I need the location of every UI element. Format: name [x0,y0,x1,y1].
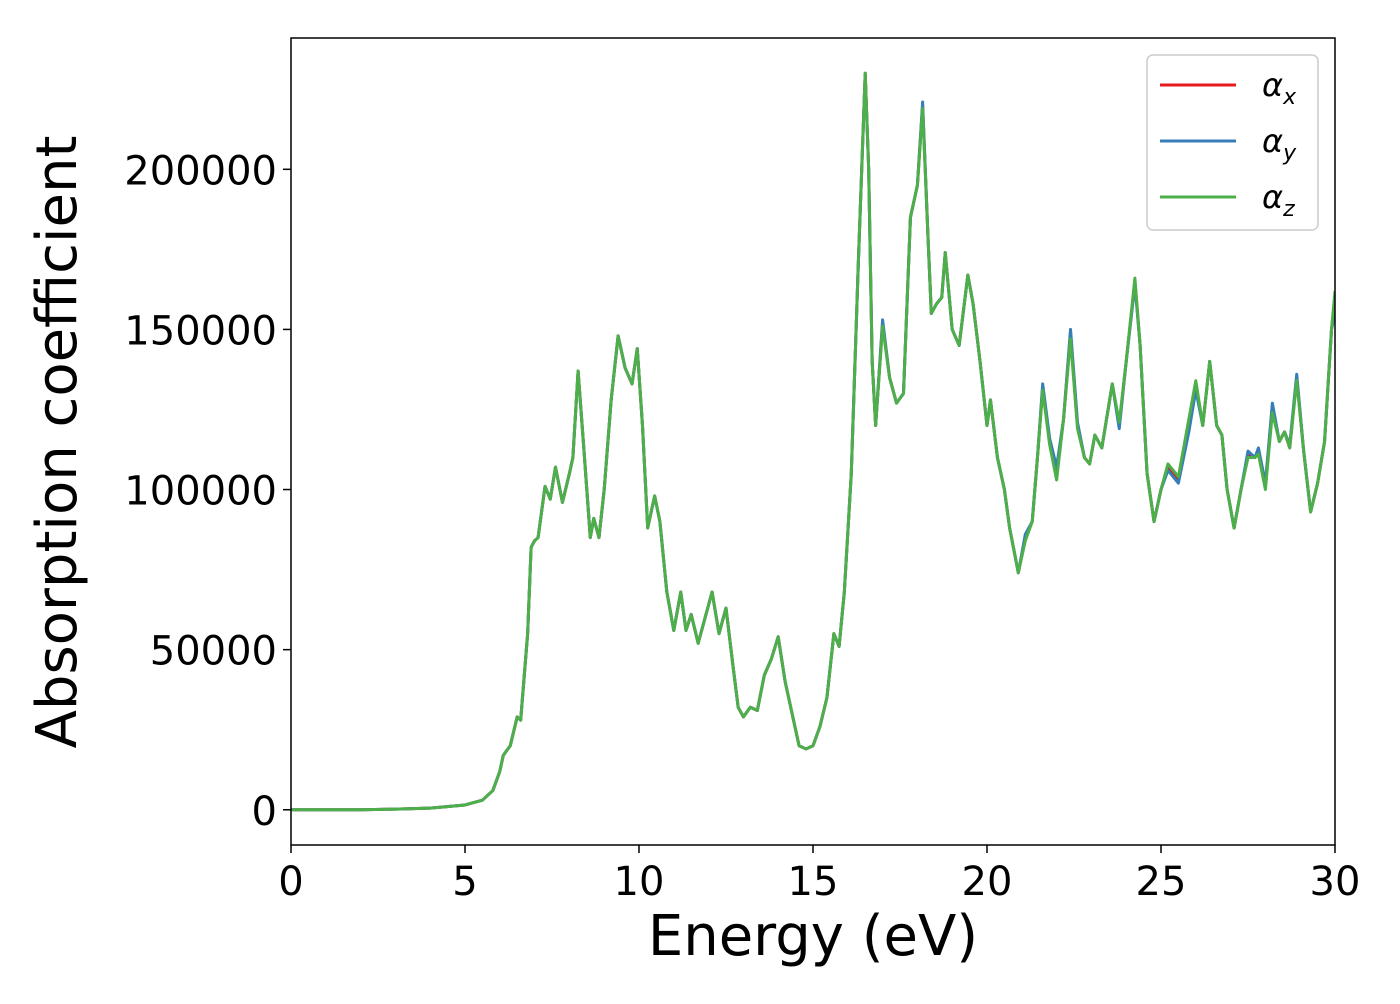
y-axis-label: Absorption coefficient [25,136,90,749]
y-tick-label: 50000 [150,629,277,675]
legend-label: αz [1262,178,1295,222]
x-tick-label: 5 [452,859,477,905]
y-tick-label: 0 [252,789,277,835]
x-tick-label: 20 [962,859,1013,905]
x-tick-label: 30 [1310,859,1361,905]
y-tick-label: 100000 [124,469,277,515]
legend-label: αx [1262,66,1297,110]
x-tick-label: 25 [1136,859,1187,905]
y-tick-label: 200000 [124,148,277,194]
x-tick-label: 10 [614,859,665,905]
y-tick-label: 150000 [124,308,277,354]
plot-frame [290,37,1336,846]
data-line [291,71,1335,812]
x-tick-label: 0 [278,859,303,905]
x-axis-label: Energy (eV) [648,904,978,969]
legend-label: αy [1262,122,1297,166]
x-tick-label: 15 [788,859,839,905]
